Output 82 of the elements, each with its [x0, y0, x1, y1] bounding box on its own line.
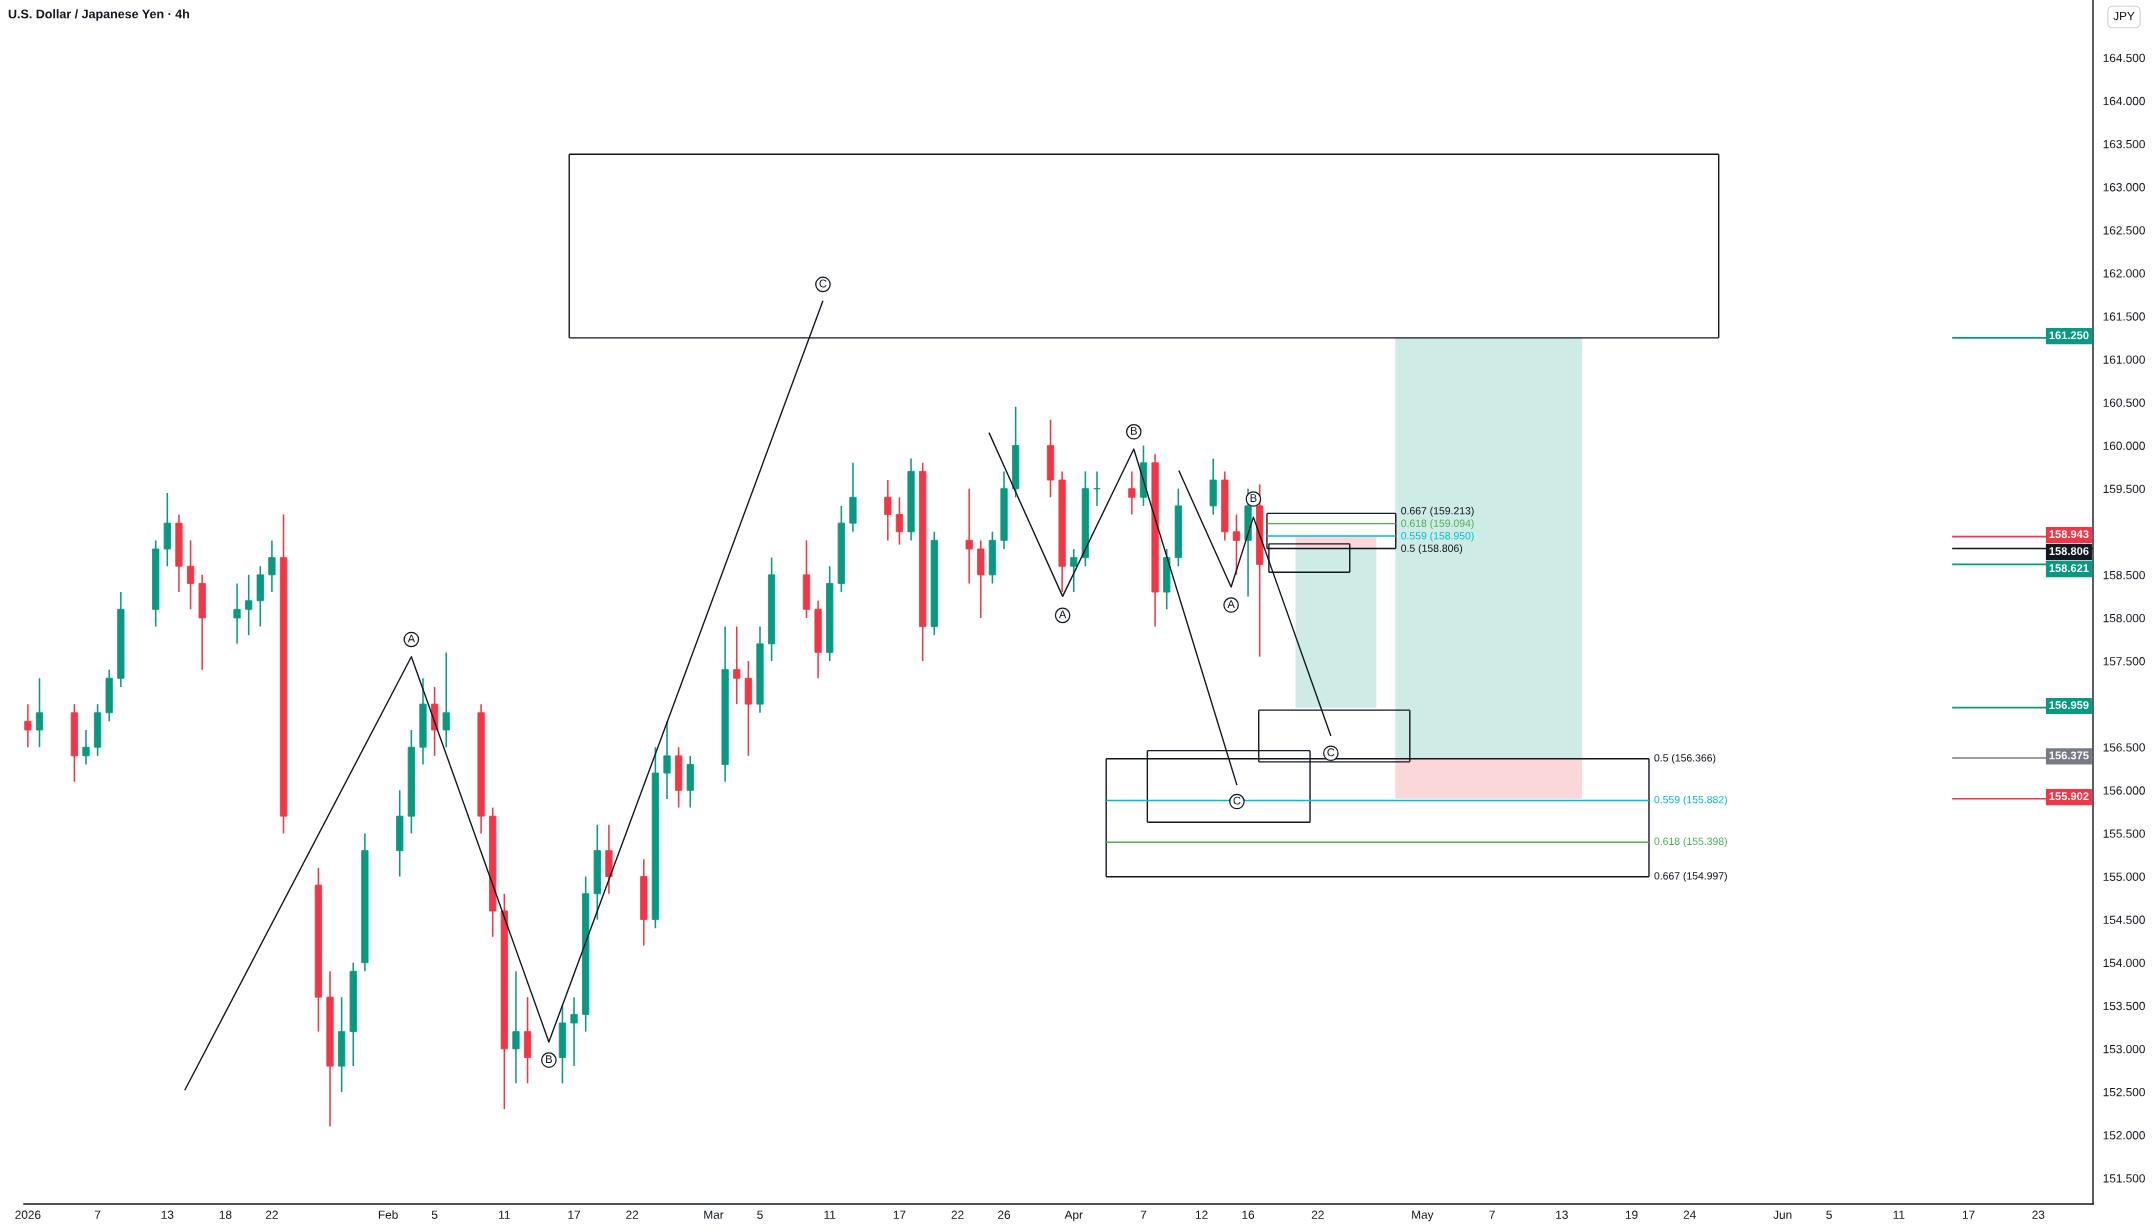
- y-tick-label: 158.500: [2103, 570, 2145, 580]
- series-label: 0.618 (159.094): [1401, 519, 1474, 529]
- ref-line-label: 158.943: [2049, 530, 2089, 539]
- y-tick-label: 154.000: [2103, 958, 2145, 968]
- x-tick-label: May: [1412, 1210, 1434, 1222]
- x-tick-label: 11: [1893, 1210, 1905, 1219]
- x-tick-label: 5: [431, 1210, 438, 1219]
- y-tick-label: 157.500: [2103, 657, 2145, 666]
- y-tick-label: 155.000: [2103, 872, 2145, 881]
- annotation: A: [1227, 600, 1235, 608]
- y-tick-label: 159.500: [2103, 484, 2145, 494]
- x-tick-label: 2026: [15, 1210, 41, 1219]
- x-tick-label: 19: [1625, 1210, 1638, 1219]
- y-tick-label: 158.000: [2103, 613, 2145, 623]
- x-tick-label: 11: [499, 1210, 510, 1219]
- series-label: 0.559 (158.950): [1401, 531, 1474, 542]
- annotation: A: [407, 634, 416, 643]
- ref-line-label: 156.375: [2049, 751, 2089, 760]
- y-tick-label: 154.500: [2103, 915, 2145, 924]
- x-tick-label: 22: [1311, 1210, 1324, 1219]
- y-tick-label: 164.000: [2103, 96, 2145, 106]
- x-tick-label: 17: [568, 1210, 581, 1219]
- x-tick-label: 11: [824, 1210, 836, 1219]
- x-tick-label: 12: [1195, 1210, 1208, 1219]
- y-tick-label: 162.000: [2103, 269, 2145, 278]
- y-tick-label: 160.000: [2103, 441, 2145, 450]
- annotation: B: [1131, 427, 1137, 435]
- y-tick-label: 160.500: [2103, 398, 2145, 407]
- x-tick-label: 22: [951, 1210, 964, 1219]
- y-tick-label: 156.500: [2103, 743, 2145, 752]
- y-tick-label: 163.500: [2103, 139, 2145, 149]
- annotation: C: [1233, 796, 1241, 805]
- ref-line-label: 161.250: [2049, 331, 2089, 340]
- y-tick-label: 164.500: [2103, 53, 2145, 63]
- x-tick-label: 17: [893, 1210, 906, 1219]
- y-axis-title: JPY: [2113, 11, 2135, 21]
- y-tick-label: 156.000: [2103, 786, 2145, 795]
- x-tick-label: Mar: [704, 1210, 724, 1219]
- y-tick-label: 155.500: [2103, 829, 2145, 838]
- x-tick-label: 22: [265, 1210, 278, 1219]
- series-label: 0.618 (155.398): [1654, 837, 1727, 848]
- x-tick-label: 7: [94, 1210, 101, 1219]
- y-tick-label: 152.500: [2103, 1087, 2145, 1097]
- x-tick-label: 7: [1489, 1210, 1495, 1219]
- annotation: B: [1250, 494, 1257, 502]
- series-label: 0.667 (154.997): [1654, 871, 1727, 882]
- x-tick-label: 5: [1826, 1210, 1832, 1219]
- annotation: A: [1058, 610, 1067, 619]
- y-tick-label: 161.000: [2103, 355, 2145, 364]
- x-tick-label: Apr: [1064, 1210, 1083, 1222]
- y-tick-label: 163.000: [2103, 183, 2145, 192]
- y-tick-label: 162.500: [2103, 226, 2145, 235]
- series-label: 0.667 (159.213): [1401, 506, 1474, 517]
- annotation: C: [1327, 748, 1335, 757]
- x-tick-label: 22: [626, 1210, 639, 1219]
- x-tick-label: Feb: [378, 1210, 398, 1219]
- ref-line-label: 156.959: [2049, 701, 2089, 710]
- x-tick-label: 5: [757, 1210, 763, 1219]
- text: U.S. Dollar / Japanese Yen · 4h: [8, 9, 190, 21]
- ref-line-label: 155.902: [2049, 792, 2089, 801]
- x-tick-label: 17: [1962, 1210, 1975, 1219]
- x-tick-label: 18: [219, 1210, 232, 1219]
- x-tick-label: 7: [1140, 1210, 1147, 1219]
- series-label: 0.5 (158.806): [1401, 544, 1463, 554]
- x-tick-label: 16: [1242, 1210, 1255, 1219]
- y-tick-label: 153.500: [2103, 1001, 2145, 1011]
- x-tick-label: Jun: [1773, 1210, 1792, 1219]
- annotation: B: [546, 1055, 552, 1063]
- y-tick-label: 152.000: [2103, 1131, 2145, 1140]
- x-tick-label: 24: [1683, 1210, 1696, 1219]
- y-tick-label: 153.000: [2103, 1044, 2145, 1054]
- annotation: C: [819, 279, 827, 288]
- x-tick-label: 13: [161, 1210, 174, 1219]
- y-tick-label: 151.500: [2103, 1174, 2145, 1183]
- series-label: 0.559 (155.882): [1654, 795, 1727, 806]
- x-tick-label: 13: [1556, 1210, 1568, 1219]
- series-label: 0.5 (156.366): [1654, 753, 1716, 764]
- ref-line-label: 158.621: [2049, 564, 2089, 573]
- x-tick-label: 26: [998, 1210, 1011, 1219]
- y-tick-label: 161.500: [2103, 312, 2145, 321]
- ref-line-label: 158.806: [2049, 547, 2089, 556]
- x-tick-label: 23: [2032, 1210, 2045, 1219]
